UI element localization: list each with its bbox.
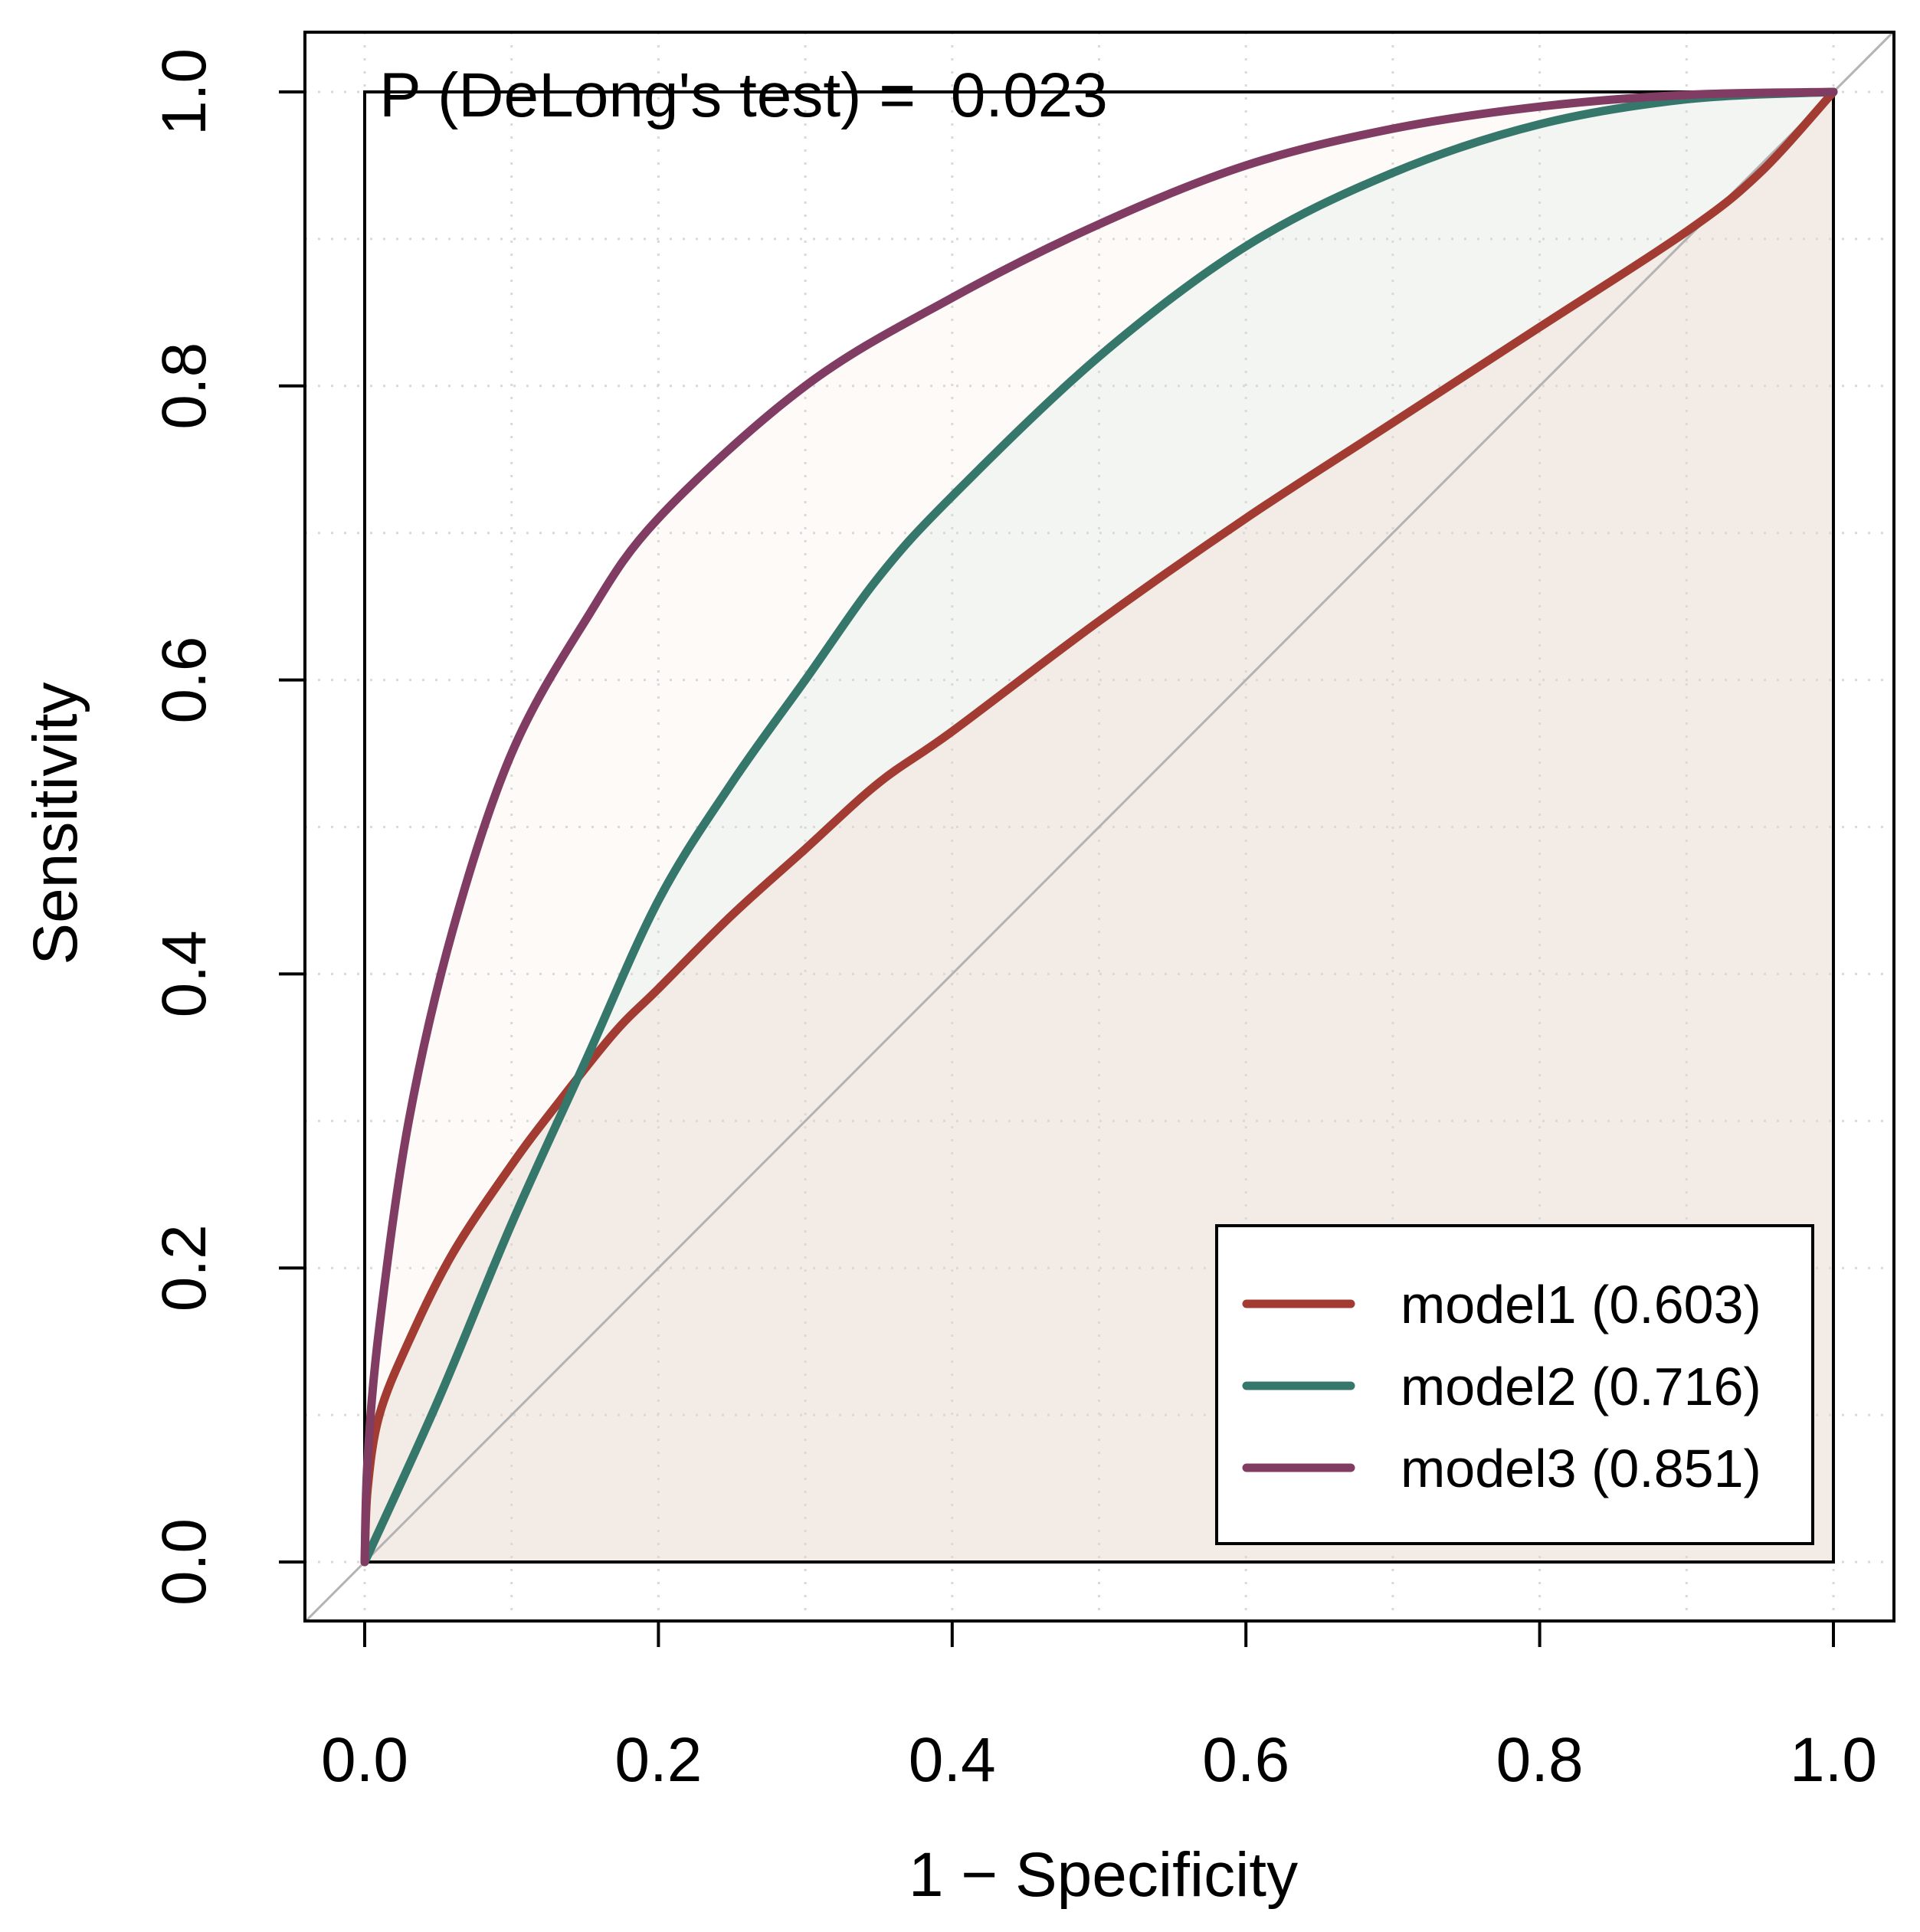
x-axis-title: 1 − Specificity [909, 1840, 1298, 1910]
roc-curves [360, 87, 1838, 1567]
legend-label-series-1: model1 (0.603) [1401, 1275, 1761, 1334]
x-tick-label: 1.0 [1790, 1725, 1877, 1795]
x-axis: 0.0 0.2 0.4 0.6 0.8 1.0 [321, 1619, 1877, 1795]
x-tick-label: 0.6 [1202, 1725, 1289, 1795]
y-tick-label: 0.6 [149, 637, 219, 724]
y-tick-label: 0.8 [149, 342, 219, 430]
y-tick-label: 1.0 [149, 48, 219, 136]
y-axis-title: Sensitivity [21, 682, 90, 964]
data-region-box [363, 90, 1835, 1564]
x-tick-label: 0.4 [909, 1725, 996, 1795]
y-tick-label: 0.4 [149, 930, 219, 1017]
roc-curve-series-2 [360, 87, 1838, 1567]
x-tick-label: 0.8 [1496, 1725, 1584, 1795]
roc-curve-series-1 [360, 87, 1838, 1567]
legend-label-series-3: model3 (0.851) [1401, 1439, 1761, 1498]
legend: model1 (0.603) model2 (0.716) model3 (0.85… [1215, 1224, 1814, 1545]
legend-label-series-2: model2 (0.716) [1401, 1357, 1761, 1416]
y-tick-label: 0.0 [149, 1518, 219, 1606]
y-axis: 0.0 0.2 0.4 0.6 0.8 1.0 [149, 48, 306, 1606]
x-tick-label: 0.2 [614, 1725, 702, 1795]
delong-p-value-annotation: P (DeLong's test) = 0.023 [379, 61, 1108, 130]
roc-curve-series-3 [360, 87, 1838, 1567]
diagonal-reference-line [305, 32, 1893, 1622]
x-tick-label: 0.0 [321, 1725, 408, 1795]
y-tick-label: 0.2 [149, 1224, 219, 1311]
